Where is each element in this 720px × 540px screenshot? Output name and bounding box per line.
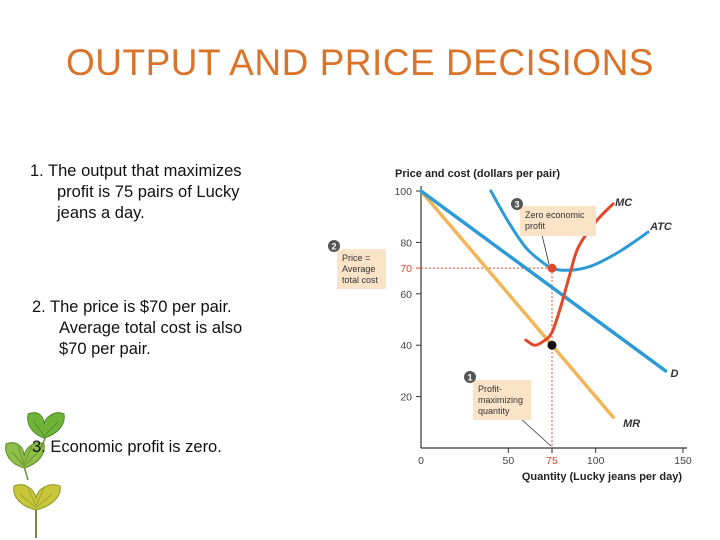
y-tick-label: 40 [400, 340, 412, 352]
annotation-text: total cost [342, 275, 379, 285]
bullet-price: 2. The price is $70 per pair. Average to… [32, 297, 242, 360]
annotation-text: maximizing [478, 395, 523, 405]
x-tick-label: 0 [418, 455, 424, 467]
annotation-badge [464, 371, 476, 383]
annotation-badge [511, 198, 523, 210]
bullet-line: profit is 75 pairs of Lucky [57, 183, 240, 201]
x-axis-label: Quantity (Lucky jeans per day) [522, 471, 682, 483]
x-tick-label: 100 [587, 455, 605, 467]
bullet-line: 3. Economic profit is zero. [32, 438, 222, 456]
annotation-badge [328, 240, 340, 252]
series-label: MR [623, 418, 640, 430]
bullet-line: jeans a day. [57, 204, 145, 222]
data-point [547, 263, 557, 273]
series-label: MC [615, 197, 633, 209]
annotation-box [337, 249, 386, 289]
y-tick-label: 100 [394, 186, 412, 198]
annotation-box [520, 206, 596, 236]
y-tick-label: 60 [400, 289, 412, 301]
slide-title: OUTPUT AND PRICE DECISIONS [66, 42, 654, 83]
x-tick-label: 50 [502, 455, 514, 467]
series-d-curve [419, 189, 668, 373]
annotation-leader-line [541, 234, 550, 265]
data-point [547, 340, 557, 350]
y-axis-label: Price and cost (dollars per pair) [395, 168, 560, 180]
y-tick-label: 80 [400, 237, 412, 249]
annotation-text: Price = [342, 253, 370, 263]
annotation-badge-number: 1 [467, 373, 472, 383]
series-mr-curve [419, 189, 615, 419]
annotation-badge-number: 3 [514, 200, 519, 210]
annotation-text: Profit- [478, 384, 502, 394]
chart-svg: Price and cost (dollars per pair) Quantit… [328, 168, 692, 483]
ginkgo-leaf-decoration [5, 412, 65, 538]
chart: Price and cost (dollars per pair) Quantit… [320, 158, 715, 498]
bullet-line: Average total cost is also [59, 319, 243, 337]
bullet-line: 1. The output that maximizes [30, 162, 242, 180]
annotation-leader-line [519, 417, 552, 447]
annotation-text: quantity [478, 406, 510, 416]
series-label: D [671, 368, 679, 380]
annotation-text: profit [525, 221, 546, 231]
bullet-line: $70 per pair. [59, 340, 151, 358]
y-tick-label: 20 [400, 392, 412, 404]
x-tick-label: 150 [674, 455, 692, 467]
bullet-profit: 3. Economic profit is zero. [32, 437, 222, 458]
annotation-text: Zero economic [525, 210, 585, 220]
y-tick-label: 70 [400, 263, 412, 275]
bullet-output: 1. The output that maximizes profit is 7… [30, 161, 242, 224]
annotation-text: Average [342, 264, 375, 274]
annotation-badge-number: 2 [331, 242, 336, 252]
x-tick-label: 75 [546, 455, 558, 467]
series-label: ATC [649, 221, 673, 233]
annotation-box [473, 380, 531, 420]
bullet-line: 2. The price is $70 per pair. [32, 298, 232, 316]
